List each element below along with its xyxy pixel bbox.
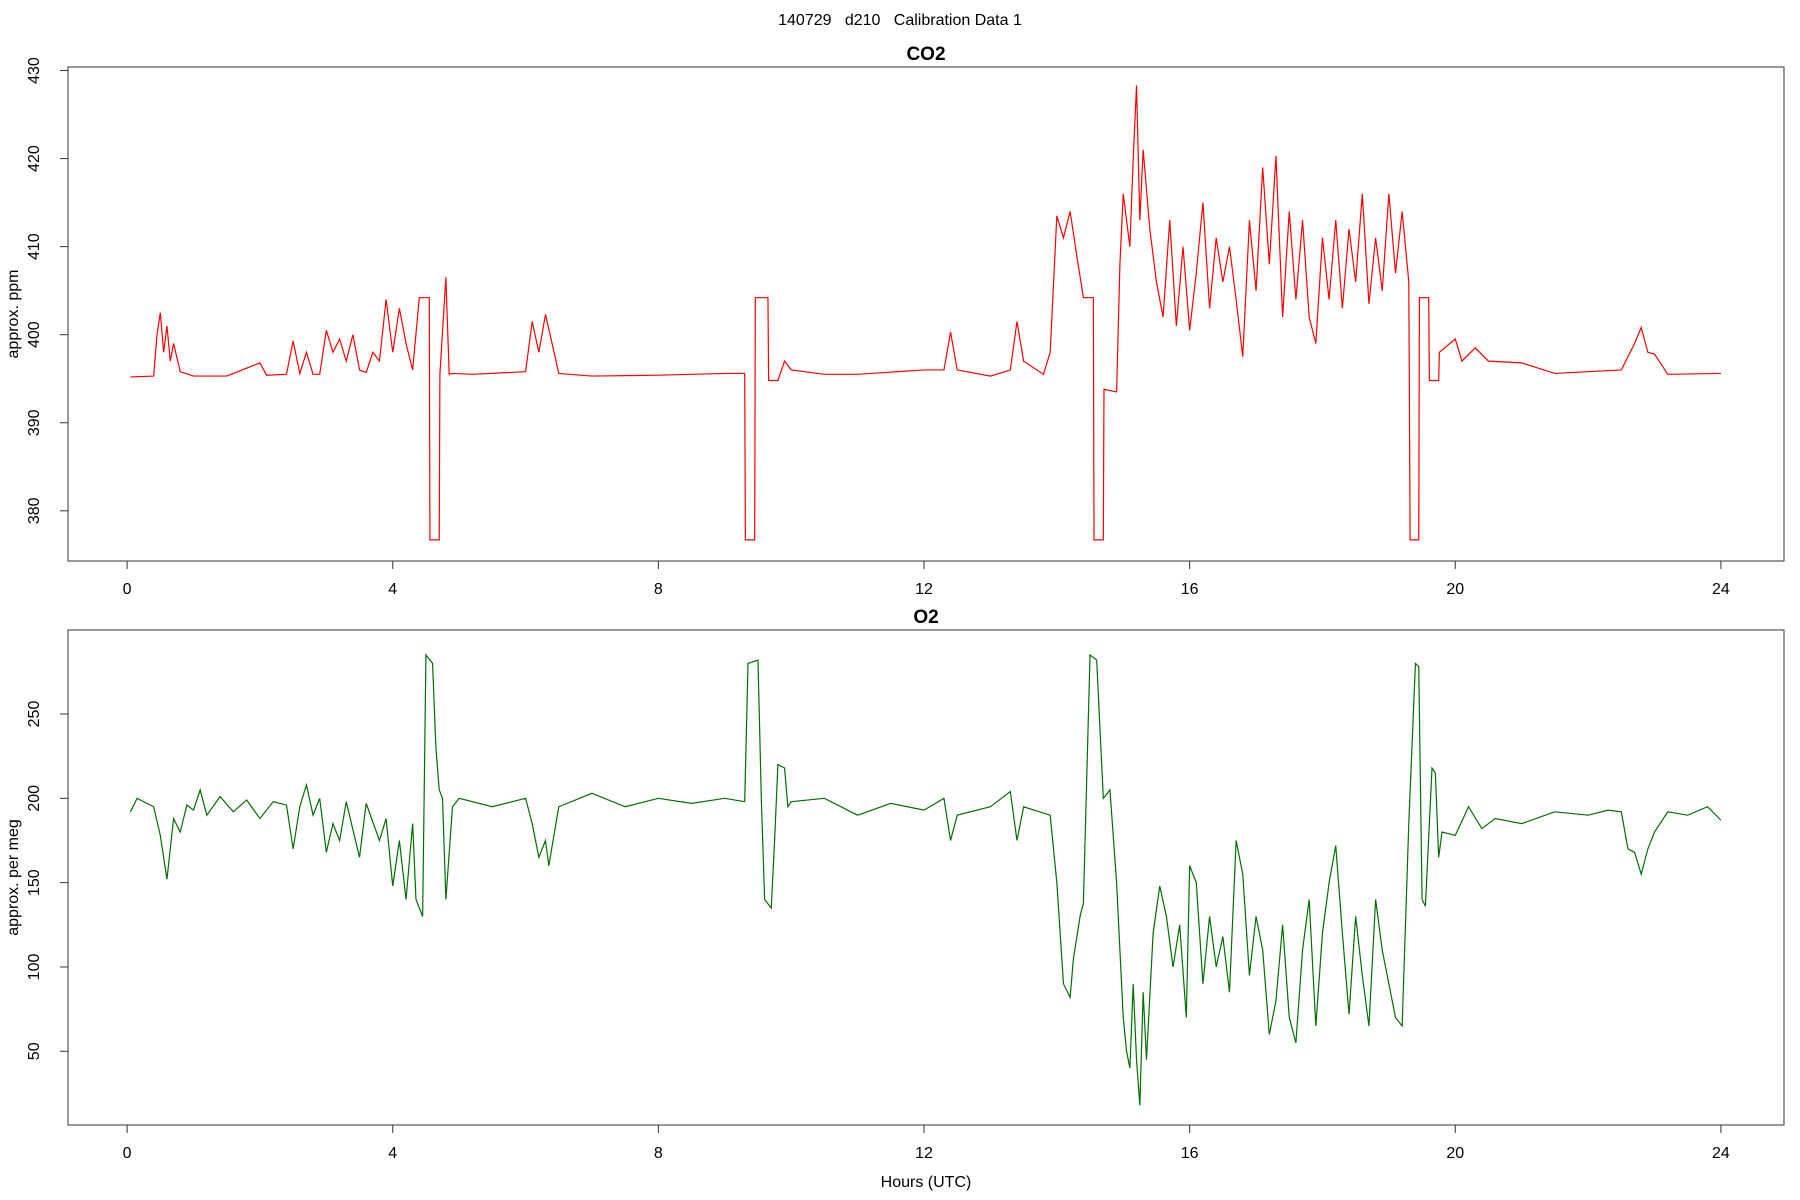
- x-tick-label: 20: [1446, 1145, 1464, 1162]
- x-tick-label: 0: [123, 1145, 132, 1162]
- panel-title: O2: [913, 607, 938, 628]
- data-line: [130, 85, 1721, 541]
- figure-title: 140729 d210 Calibration Data 1: [778, 12, 1022, 29]
- y-axis-label: approx. per meg: [5, 819, 22, 936]
- x-axis-label: Hours (UTC): [881, 1174, 972, 1191]
- y-tick-label: 150: [26, 869, 43, 896]
- plot-frame: [67, 66, 1785, 562]
- data-line: [129, 653, 1722, 1106]
- x-tick-label: 8: [654, 1145, 663, 1162]
- y-tick-label: 200: [26, 785, 43, 812]
- x-tick-label: 16: [1181, 581, 1199, 598]
- y-tick-label: 380: [26, 497, 43, 524]
- y-tick-label: 100: [26, 954, 43, 981]
- x-tick-label: 4: [388, 581, 397, 598]
- x-tick-label: 24: [1712, 1145, 1730, 1162]
- y-tick-label: 410: [26, 233, 43, 260]
- y-tick-label: 420: [26, 145, 43, 172]
- y-tick-label: 400: [26, 321, 43, 348]
- x-tick-label: 8: [654, 581, 663, 598]
- x-tick-label: 12: [915, 581, 933, 598]
- x-tick-label: 16: [1181, 1145, 1199, 1162]
- x-tick-label: 0: [123, 581, 132, 598]
- x-tick-label: 20: [1446, 581, 1464, 598]
- x-tick-label: 12: [915, 1145, 933, 1162]
- y-tick-label: 50: [26, 1042, 43, 1060]
- plot-frame: [67, 629, 1785, 1126]
- y-tick-label: 250: [26, 701, 43, 728]
- x-tick-label: 4: [388, 1145, 397, 1162]
- panel-title: CO2: [906, 44, 945, 65]
- y-axis-label: approx. ppm: [5, 270, 22, 359]
- x-tick-label: 24: [1712, 581, 1730, 598]
- y-tick-label: 430: [26, 57, 43, 84]
- y-tick-label: 390: [26, 409, 43, 436]
